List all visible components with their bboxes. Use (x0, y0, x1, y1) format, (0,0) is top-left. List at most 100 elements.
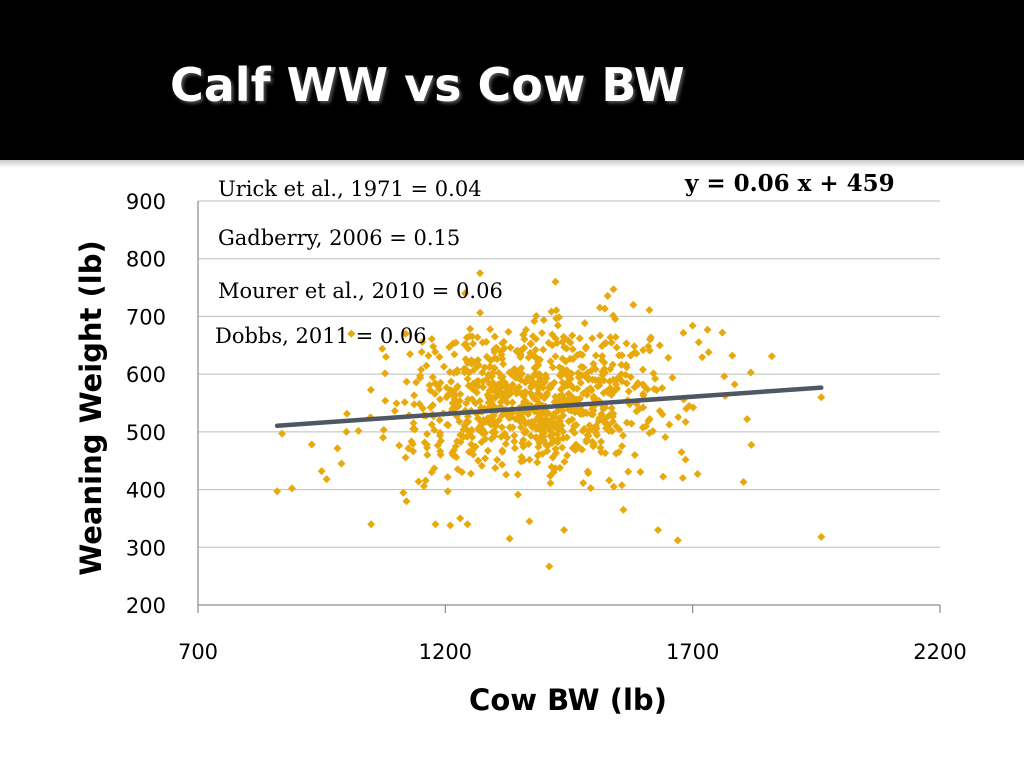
data-point (418, 338, 427, 347)
data-point (575, 443, 584, 452)
data-point (549, 409, 558, 418)
data-point (622, 363, 631, 372)
data-point (510, 444, 519, 453)
data-point (501, 439, 510, 448)
data-point (551, 392, 560, 401)
data-point (517, 452, 526, 461)
annotation-dobbs: Dobbs, 2011 = 0.06 (215, 324, 427, 348)
data-point (728, 351, 737, 360)
data-point (664, 353, 673, 362)
data-point (474, 376, 483, 385)
data-point (746, 368, 755, 377)
data-point (481, 435, 490, 444)
data-point (381, 352, 390, 361)
data-point (498, 446, 507, 455)
data-point (468, 395, 477, 404)
data-point (600, 339, 609, 348)
data-point (506, 343, 515, 352)
data-point (400, 398, 409, 407)
data-point (532, 312, 541, 321)
data-point (493, 355, 502, 364)
data-point (469, 450, 478, 459)
data-point (482, 352, 491, 361)
data-point (443, 487, 452, 496)
data-point (639, 346, 648, 355)
data-point (579, 363, 588, 372)
data-point (402, 377, 411, 386)
data-point (607, 390, 616, 399)
data-point (442, 393, 451, 402)
data-point (551, 449, 560, 458)
data-point (582, 437, 591, 446)
data-point (418, 404, 427, 413)
data-point (464, 417, 473, 426)
data-point (592, 431, 601, 440)
data-point (424, 351, 433, 360)
data-points (273, 269, 826, 571)
data-point (568, 345, 577, 354)
data-point (428, 401, 437, 410)
data-point (541, 371, 550, 380)
data-point (609, 285, 618, 294)
data-point (645, 415, 654, 424)
data-point (525, 455, 534, 464)
data-point (443, 420, 452, 429)
data-point (564, 389, 573, 398)
data-point (624, 467, 633, 476)
data-point (521, 428, 530, 437)
data-point (817, 393, 826, 402)
data-point (560, 343, 569, 352)
data-point (513, 346, 522, 355)
data-point (674, 413, 683, 422)
data-point (522, 419, 531, 428)
data-point (430, 426, 439, 435)
data-point (533, 458, 542, 467)
y-tick-label: 700 (126, 305, 166, 329)
title-bar: Calf WW vs Cow BW (0, 0, 1024, 168)
data-point (655, 406, 664, 415)
data-point (502, 381, 511, 390)
data-point (490, 332, 499, 341)
data-point (632, 349, 641, 358)
data-point (502, 470, 511, 479)
x-tick-label: 700 (178, 640, 218, 664)
data-point (584, 373, 593, 382)
data-point (583, 431, 592, 440)
data-point (563, 371, 572, 380)
data-point (427, 334, 436, 343)
data-point (449, 389, 458, 398)
data-point (462, 333, 471, 342)
data-point (492, 343, 501, 352)
data-point (399, 488, 408, 497)
data-point (354, 426, 363, 435)
data-point (575, 334, 584, 343)
data-point (619, 505, 628, 514)
data-point (526, 339, 535, 348)
data-point (379, 433, 388, 442)
data-point (435, 353, 444, 362)
data-point (630, 342, 639, 351)
data-point (468, 332, 477, 341)
data-point (557, 421, 566, 430)
data-point (747, 440, 756, 449)
data-point (532, 414, 541, 423)
data-point (486, 325, 495, 334)
data-point (645, 306, 654, 315)
data-point (646, 335, 655, 344)
data-point (521, 378, 530, 387)
data-point (503, 398, 512, 407)
data-point (531, 362, 540, 371)
data-point (442, 383, 451, 392)
data-point (567, 381, 576, 390)
data-point (490, 363, 499, 372)
data-point (561, 357, 570, 366)
data-point (586, 484, 595, 493)
data-point (449, 368, 458, 377)
data-point (423, 450, 432, 459)
data-point (539, 345, 548, 354)
data-point (392, 399, 401, 408)
data-point (585, 421, 594, 430)
data-point (597, 448, 606, 457)
data-point (605, 476, 614, 485)
